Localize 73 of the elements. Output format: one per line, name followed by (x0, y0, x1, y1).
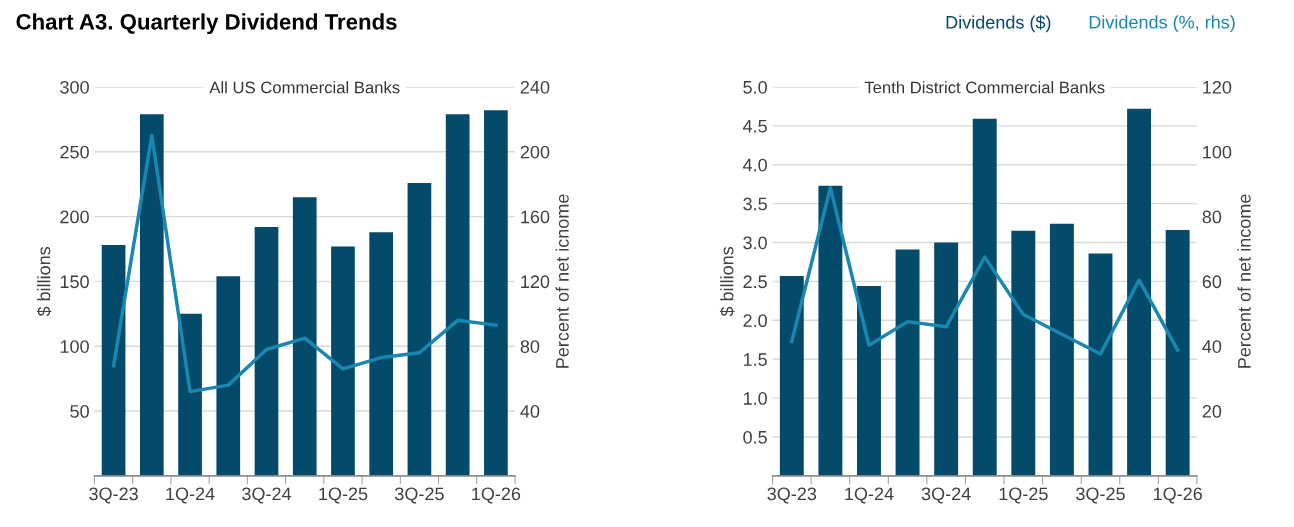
bar (1049, 223, 1074, 476)
x-tick-label: 3Q-23 (89, 487, 138, 504)
y2-tick-label: 40 (520, 404, 540, 418)
y2-tick-label: 20 (1202, 404, 1222, 418)
y2-tick-label: 60 (1202, 275, 1222, 289)
y2-tick-label: 80 (1202, 210, 1222, 224)
chart-title: Chart A3. Quarterly Dividend Trends (16, 13, 397, 35)
y2-tick-label: 120 (1203, 80, 1232, 94)
bar (101, 245, 126, 476)
text: Dividends ($) (946, 15, 1051, 33)
y2-axis-title: Percent of net icnome (555, 194, 569, 368)
y-tick-label: 1.5 (743, 353, 767, 366)
bar (254, 226, 279, 476)
y-tick-label: 5.0 (743, 80, 767, 94)
text: Dividends (%, rhs) (1089, 15, 1235, 33)
x-tick-label: 3Q-25 (395, 487, 444, 504)
bar (139, 114, 164, 476)
bar (972, 118, 997, 476)
y-tick-label: 4.5 (742, 119, 767, 133)
bar (484, 110, 508, 476)
y2-tick-label: 200 (520, 145, 550, 159)
bar (934, 242, 959, 476)
y-tick-label: 3.5 (743, 197, 767, 211)
bar (407, 182, 432, 476)
x-tick-label: 3Q-24 (921, 487, 971, 504)
y2-tick-label: 80 (520, 340, 540, 353)
y-axis-title: $ billions (36, 246, 52, 317)
line-series (111, 133, 498, 394)
y-tick-label: 50 (70, 404, 89, 418)
y2-tick-label: 40 (1202, 340, 1222, 353)
y-tick-label: 100 (60, 340, 89, 353)
bar (1088, 253, 1113, 476)
x-tick-label: 1Q-26 (472, 487, 521, 504)
y-tick-label: 4.0 (742, 158, 767, 172)
bar (331, 246, 355, 476)
bar (1127, 108, 1152, 476)
y-tick-label: 2.0 (743, 314, 767, 328)
x-tick-label: 1Q-26 (1153, 487, 1202, 504)
x-tick-label: 1Q-24 (166, 487, 215, 504)
bar (895, 249, 920, 476)
chart-subtitle: Tenth District Commercial Banks (864, 81, 1105, 94)
x-tick-label: 1Q-25 (319, 487, 368, 504)
bar (779, 275, 804, 476)
y2-tick-label: 100 (1203, 145, 1232, 159)
x-tick-label: 1Q-25 (999, 487, 1048, 504)
bar (369, 232, 394, 476)
x-tick-label: 3Q-23 (767, 487, 817, 504)
y2-tick-label: 120 (521, 275, 550, 289)
bar (1011, 230, 1036, 476)
y-tick-label: 300 (60, 80, 89, 94)
y-tick-label: 150 (60, 275, 89, 289)
x-tick-label: 3Q-25 (1076, 487, 1125, 504)
y-axis-title: $ billions (719, 246, 735, 317)
bar (818, 185, 843, 476)
line-series (790, 186, 1180, 356)
y2-tick-label: 160 (521, 210, 550, 224)
bar (292, 197, 317, 476)
bar (178, 313, 202, 476)
bar (857, 286, 881, 476)
y-tick-label: 0.5 (743, 430, 767, 444)
bar (216, 276, 241, 476)
x-tick-label: 1Q-24 (845, 487, 894, 504)
chart-subtitle: All US Commercial Banks (209, 81, 400, 94)
y-tick-label: 1.0 (743, 392, 767, 405)
x-tick-label: 3Q-24 (242, 487, 292, 504)
y-tick-label: 200 (60, 210, 89, 224)
bar (1165, 230, 1190, 476)
y2-tick-label: 240 (520, 80, 550, 94)
y-tick-label: 3.0 (743, 236, 767, 250)
y-tick-label: 2.5 (743, 275, 767, 289)
y2-axis-title: Percent of net income (1237, 194, 1251, 368)
bar (445, 114, 470, 476)
y-tick-label: 250 (60, 145, 89, 159)
